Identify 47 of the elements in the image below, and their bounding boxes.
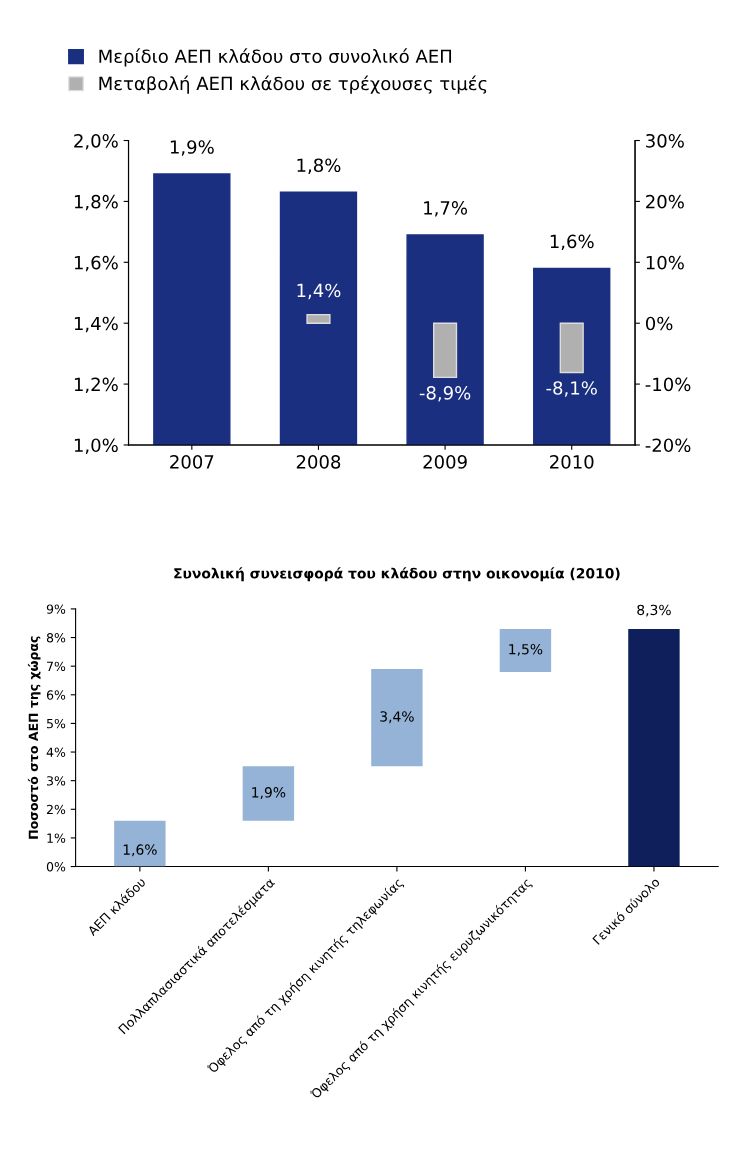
y-tick-label: 0%	[46, 862, 66, 872]
x-tick-label: 2007	[170, 455, 214, 469]
y-tick-label: 4%	[46, 747, 66, 757]
x-tick-label: 2009	[423, 455, 467, 469]
y-tick-label: 1%	[47, 833, 66, 843]
y2-tick-label: 20%	[646, 194, 684, 209]
y-tick-label: 1,8%	[74, 194, 118, 211]
y2-tick-label: 10%	[646, 255, 684, 270]
legend-label: Μερίδιο ΑΕΠ κλάδου στο συνολικό ΑΕΠ	[99, 48, 452, 67]
data-label: 3,4%	[380, 711, 414, 724]
y-tick-label: 8%	[46, 633, 66, 643]
y-tick-label: 6%	[46, 690, 66, 700]
data-label: 1,9%	[170, 140, 214, 156]
y-tick-label: 9%	[46, 604, 66, 614]
x-tick-label: 2008	[296, 455, 341, 469]
data-label: 1,7%	[424, 201, 468, 217]
x-tick-label: 2010	[550, 455, 594, 469]
data-label: 8,3%	[637, 604, 671, 617]
data-label: -8,9%	[419, 386, 471, 402]
y-tick-label: 1,4%	[74, 316, 118, 333]
y-tick-label: 3%	[47, 776, 66, 786]
y-tick-label: 2%	[46, 804, 66, 815]
y-tick-label: 2,0%	[74, 133, 118, 150]
y2-tick-label: 0%	[645, 316, 673, 331]
data-label: 1,9%	[252, 787, 286, 799]
y-axis-title: Ποσοστό στο ΑΕΠ της χώρας	[27, 636, 41, 839]
y2-tick-label: -20%	[645, 438, 691, 453]
bar	[371, 669, 423, 767]
data-label: 1,6%	[550, 234, 594, 251]
y2-tick-label: 30%	[646, 133, 684, 148]
data-label: 1,8%	[297, 158, 341, 174]
y-tick-label: 1,2%	[74, 377, 118, 394]
data-label: 1,5%	[509, 643, 543, 656]
bar	[242, 766, 295, 821]
bar	[628, 628, 680, 867]
chart-title: Συνολική συνεισφορά του κλάδου στην οικονομία (2010)	[174, 567, 620, 582]
y-tick-label: 1,6%	[74, 255, 118, 272]
y-tick-label: 7%	[47, 661, 66, 672]
data-label: 1,4%	[297, 283, 341, 300]
bar	[499, 628, 552, 672]
y2-tick-label: -10%	[645, 377, 691, 392]
y-tick-label: 5%	[47, 718, 66, 729]
data-label: 1,6%	[123, 844, 157, 857]
y-tick-label: 1,0%	[74, 438, 118, 454]
bar	[114, 820, 166, 867]
data-label: -8,1%	[546, 381, 597, 397]
legend-label: Μεταβολή ΑΕΠ κλάδου σε τρέχουσες τιμές	[99, 75, 487, 94]
